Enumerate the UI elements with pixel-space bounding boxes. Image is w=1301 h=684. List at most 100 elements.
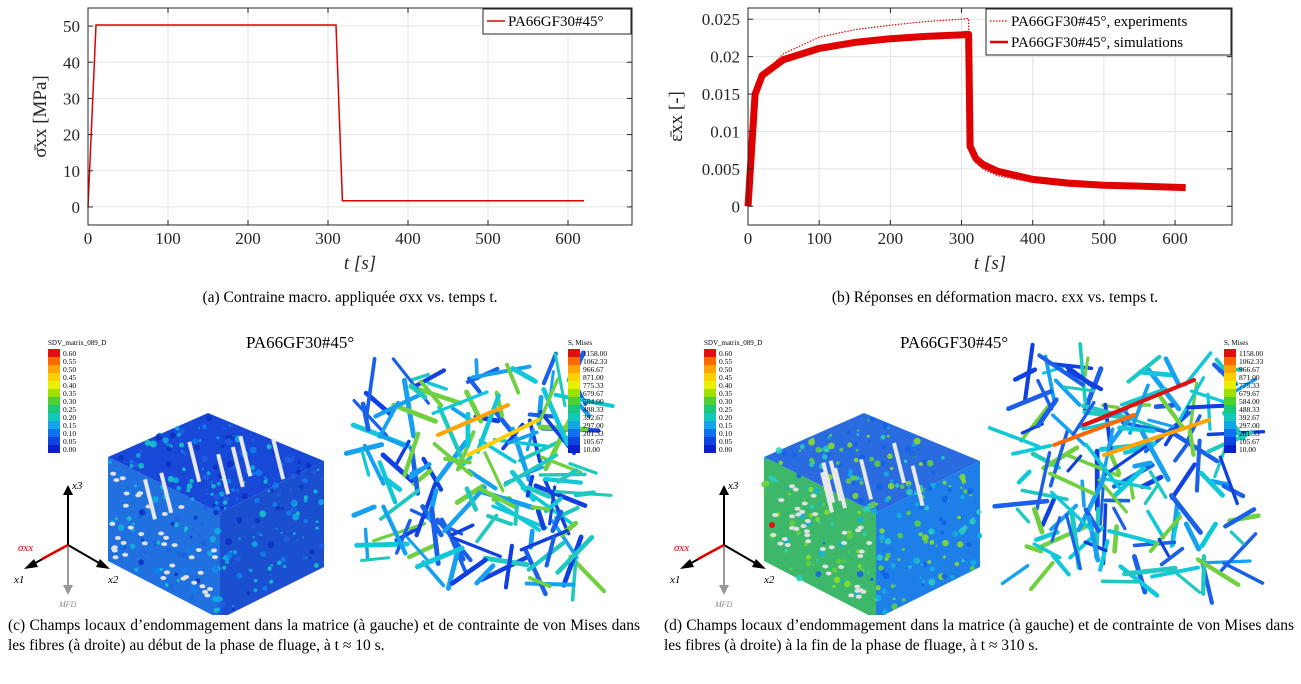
fibre bbox=[1029, 561, 1055, 592]
damage-speckle bbox=[916, 448, 919, 451]
legend-level-label: 0.00 bbox=[719, 445, 732, 454]
fibre bbox=[405, 536, 431, 564]
damage-speckle bbox=[185, 547, 192, 554]
damage-speckle bbox=[884, 497, 890, 503]
fibre bbox=[1222, 561, 1265, 585]
damage-speckle bbox=[941, 520, 947, 526]
arrow-head bbox=[96, 559, 110, 569]
damage-speckle bbox=[272, 482, 279, 489]
damage-speckle bbox=[236, 519, 242, 525]
fibre-high-stress bbox=[1102, 418, 1211, 457]
damage-speckle bbox=[857, 517, 864, 523]
fibre bbox=[1049, 490, 1094, 532]
damage-speckle bbox=[879, 534, 885, 541]
damage-speckle bbox=[226, 478, 232, 484]
fibre-section bbox=[866, 541, 873, 545]
fibre bbox=[1078, 341, 1088, 404]
damage-speckle bbox=[280, 531, 283, 534]
damage-speckle bbox=[232, 605, 235, 607]
damage-speckle bbox=[869, 456, 874, 462]
damage-speckle bbox=[255, 469, 263, 476]
fibre-section bbox=[860, 589, 867, 594]
damage-speckle bbox=[174, 516, 180, 522]
damage-speckle bbox=[241, 493, 248, 500]
damage-speckle bbox=[923, 539, 928, 544]
damage-speckle bbox=[831, 567, 838, 574]
damage-speckle bbox=[966, 487, 974, 495]
damage-speckle bbox=[796, 574, 803, 582]
damage-speckle bbox=[969, 518, 976, 525]
fibre bbox=[437, 405, 465, 463]
fibre-section bbox=[801, 501, 808, 506]
damage-speckle bbox=[314, 563, 319, 568]
legend-level-label: 679.67 bbox=[583, 389, 604, 398]
damage-speckle bbox=[170, 521, 175, 526]
fibre-section bbox=[772, 513, 779, 517]
damage-speckle bbox=[862, 532, 867, 537]
damage-speckle bbox=[920, 563, 924, 567]
arrow-head bbox=[719, 485, 729, 495]
fibre-section bbox=[141, 541, 148, 546]
fibre-slit bbox=[910, 465, 925, 507]
legend-color-swatch bbox=[704, 397, 716, 405]
legend-level-label: 0.05 bbox=[719, 437, 732, 446]
damage-speckle bbox=[882, 572, 890, 579]
caption-c-text: (c) Champs locaux d’endommagement dans l… bbox=[8, 617, 640, 654]
fibre bbox=[351, 504, 377, 518]
fibre bbox=[1066, 454, 1083, 473]
legend-color-swatch bbox=[48, 389, 60, 397]
damage-speckle bbox=[108, 460, 112, 464]
damage-speckle bbox=[903, 459, 908, 464]
damage-speckle bbox=[190, 587, 197, 593]
damage-speckle bbox=[894, 483, 900, 488]
fibre-section bbox=[158, 531, 165, 536]
fibre bbox=[1011, 443, 1053, 456]
damage-speckle bbox=[843, 559, 847, 563]
damage-speckle bbox=[914, 520, 921, 527]
legend-level-label: 0.30 bbox=[719, 397, 732, 406]
fibre bbox=[1126, 354, 1162, 384]
fibre-slit bbox=[271, 438, 286, 480]
legend-color-swatch bbox=[704, 429, 716, 437]
damage-speckle bbox=[280, 507, 284, 511]
damage-speckle bbox=[972, 517, 975, 520]
damage-speckle bbox=[805, 560, 812, 567]
damage-speckle bbox=[222, 500, 228, 505]
damage-speckle bbox=[303, 498, 308, 503]
legend-level-label: 1062.33 bbox=[1239, 357, 1264, 366]
damage-speckle bbox=[249, 446, 257, 454]
damage-speckle bbox=[207, 550, 214, 557]
fibre bbox=[538, 377, 560, 421]
y-tick-label: 0.015 bbox=[702, 85, 740, 104]
damage-speckle bbox=[292, 532, 296, 535]
damage-speckle bbox=[958, 527, 966, 535]
fibre bbox=[1122, 565, 1178, 577]
legend-level-label: 488.33 bbox=[1239, 405, 1260, 414]
damage-speckle bbox=[815, 446, 822, 453]
damage-speckle bbox=[312, 469, 316, 474]
damage-speckle bbox=[200, 522, 204, 526]
damage-speckle bbox=[168, 584, 174, 589]
damage-speckle bbox=[885, 552, 891, 559]
damage-speckle bbox=[251, 541, 258, 547]
damage-speckle bbox=[186, 488, 191, 493]
damage-speckle bbox=[869, 501, 877, 509]
damage-speckle bbox=[174, 426, 180, 431]
fibre-section bbox=[788, 526, 795, 530]
damage-speckle bbox=[954, 561, 960, 567]
x-tick-label: 200 bbox=[235, 229, 261, 248]
legend-color-swatch bbox=[48, 421, 60, 429]
fibre bbox=[1037, 353, 1085, 387]
damage-speckle bbox=[251, 471, 256, 476]
fibre-section bbox=[160, 576, 167, 580]
damage-speckle bbox=[924, 505, 930, 511]
legend-level-label: 679.67 bbox=[1239, 389, 1260, 398]
y-tick-label: 0 bbox=[72, 198, 81, 217]
damage-speckle bbox=[138, 462, 145, 469]
legend-level-label: 105.67 bbox=[1239, 437, 1260, 446]
damage-speckle bbox=[804, 488, 807, 492]
damage-speckle bbox=[319, 543, 325, 549]
damage-speckle bbox=[799, 444, 805, 450]
legend-color-swatch bbox=[568, 405, 580, 413]
fibre bbox=[1146, 509, 1166, 540]
